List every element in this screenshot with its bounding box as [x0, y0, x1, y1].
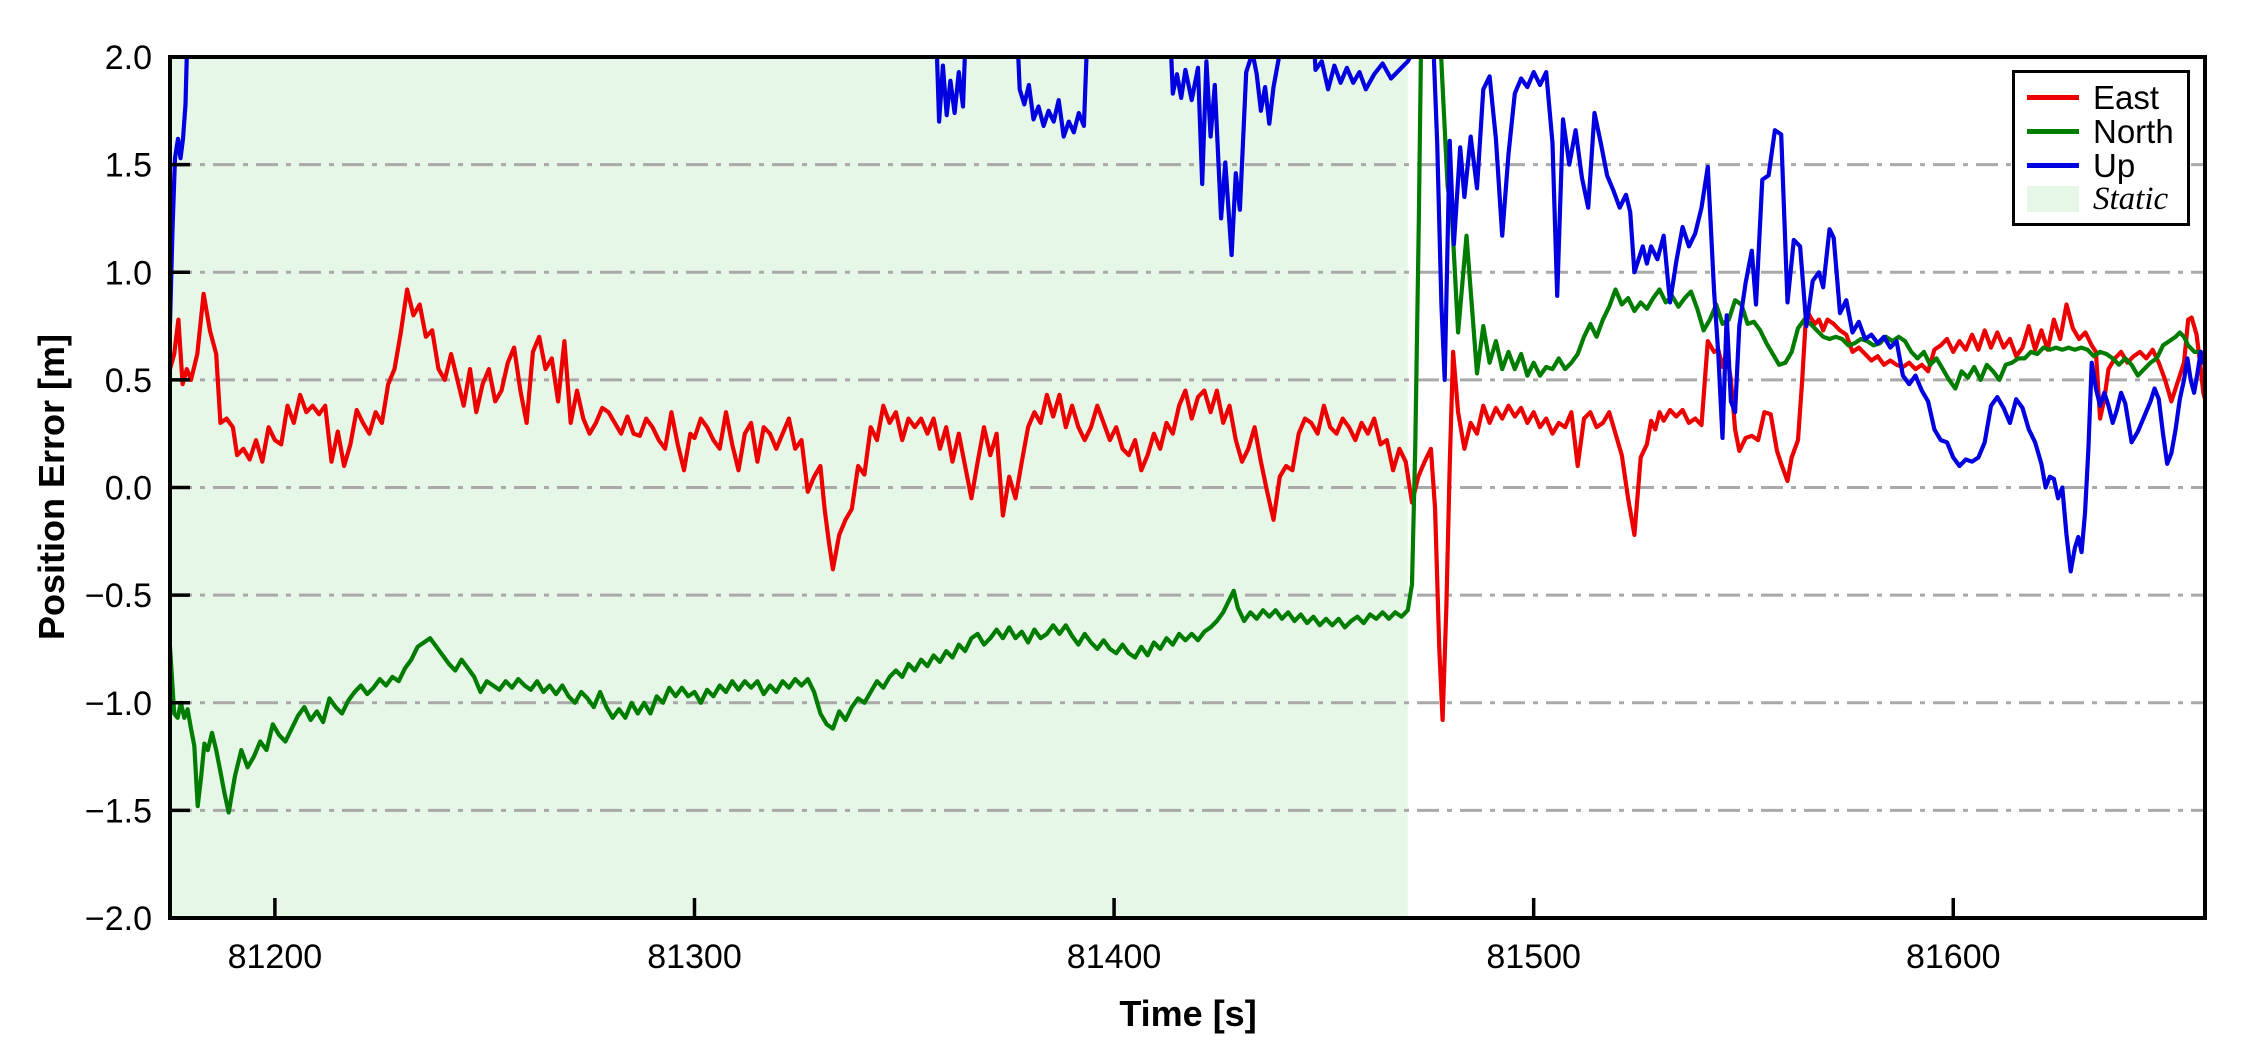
y-tick-label: 2.0 [105, 39, 152, 77]
east-swatch-icon [2027, 94, 2079, 100]
series-line-up [170, 57, 2205, 574]
up-swatch-icon [2027, 162, 2079, 168]
legend-item-static: Static [2027, 182, 2177, 216]
legend-item-east: East [2027, 80, 2177, 114]
static-swatch-icon [2027, 186, 2079, 212]
y-tick-label: −1.0 [85, 685, 152, 723]
series-line-east [170, 287, 2205, 723]
x-axis-label: Time [s] [1119, 993, 1257, 1034]
x-tick-label: 81500 [1486, 938, 1581, 976]
y-tick-label: −1.5 [85, 792, 152, 830]
legend-label: Static [2093, 180, 2169, 217]
y-tick-label: 1.5 [105, 147, 152, 185]
x-tick-label: 81400 [1067, 938, 1162, 976]
north-swatch-icon [2027, 128, 2079, 134]
plot-border [168, 55, 2207, 920]
legend-label: East [2093, 78, 2160, 116]
legend: East North Up Static [2012, 70, 2190, 226]
y-tick-label: 0.5 [105, 362, 152, 400]
y-tick-label: −0.5 [85, 577, 152, 615]
x-tick-label: 81300 [647, 938, 742, 976]
y-tick-label: 0.0 [105, 470, 152, 508]
x-tick-label: 81600 [1906, 938, 2001, 976]
x-tick-label: 81200 [228, 938, 323, 976]
legend-label: Up [2093, 146, 2136, 184]
y-axis-label: Position Error [m] [31, 333, 72, 641]
y-tick-label: 1.0 [105, 254, 152, 292]
y-tick-label: −2.0 [85, 900, 152, 938]
legend-label: North [2093, 112, 2174, 150]
legend-item-north: North [2027, 114, 2177, 148]
legend-item-up: Up [2027, 148, 2177, 182]
